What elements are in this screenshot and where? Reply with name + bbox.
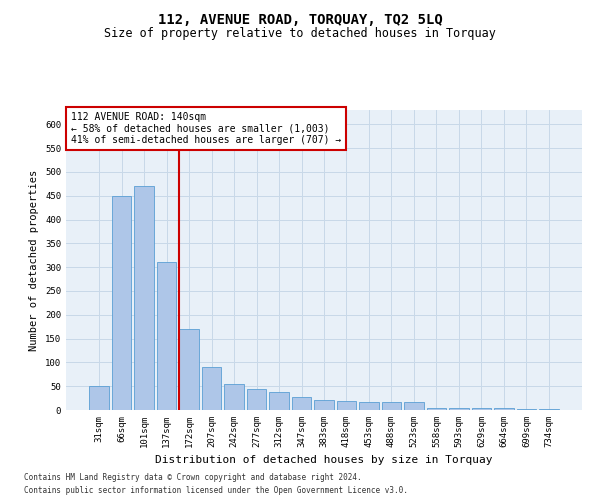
Bar — [89, 386, 109, 410]
Bar — [314, 400, 334, 410]
Bar — [472, 408, 491, 410]
Bar — [382, 402, 401, 410]
Text: Size of property relative to detached houses in Torquay: Size of property relative to detached ho… — [104, 28, 496, 40]
Bar — [337, 402, 356, 410]
Bar — [112, 196, 131, 410]
Bar — [359, 402, 379, 410]
Bar — [404, 402, 424, 410]
X-axis label: Distribution of detached houses by size in Torquay: Distribution of detached houses by size … — [155, 456, 493, 466]
Bar — [134, 186, 154, 410]
Bar — [292, 396, 311, 410]
Text: 112, AVENUE ROAD, TORQUAY, TQ2 5LQ: 112, AVENUE ROAD, TORQUAY, TQ2 5LQ — [158, 12, 442, 26]
Bar — [224, 384, 244, 410]
Text: 112 AVENUE ROAD: 140sqm
← 58% of detached houses are smaller (1,003)
41% of semi: 112 AVENUE ROAD: 140sqm ← 58% of detache… — [71, 112, 341, 144]
Bar — [539, 409, 559, 410]
Bar — [247, 388, 266, 410]
Bar — [269, 392, 289, 410]
Bar — [427, 408, 446, 410]
Y-axis label: Number of detached properties: Number of detached properties — [29, 170, 40, 350]
Bar — [517, 409, 536, 410]
Bar — [449, 408, 469, 410]
Bar — [494, 408, 514, 410]
Text: Contains HM Land Registry data © Crown copyright and database right 2024.: Contains HM Land Registry data © Crown c… — [24, 474, 362, 482]
Bar — [157, 262, 176, 410]
Text: Contains public sector information licensed under the Open Government Licence v3: Contains public sector information licen… — [24, 486, 408, 495]
Bar — [179, 329, 199, 410]
Bar — [202, 367, 221, 410]
